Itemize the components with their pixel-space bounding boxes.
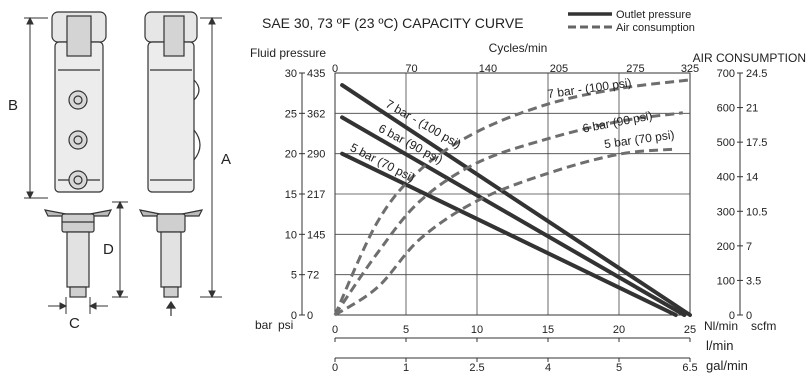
right-axis-tick-label-nlmin: 300 [717, 206, 735, 218]
top-axis-tick-label: 205 [550, 63, 568, 75]
air-consumption-curve [334, 147, 676, 317]
bottom-axis-lmin-tick-label: 10 [471, 324, 483, 336]
right-axis-tick-label-nlmin: 600 [717, 103, 735, 115]
left-axis-tick-label-bar: 30 [285, 68, 297, 80]
right-axis-tick-label-scfm: 10.5 [746, 206, 767, 218]
curve-labels: 7 bar - (100 psi)6 bar (90 psi)5 bar (70… [348, 75, 675, 184]
left-axis-tick-label-psi: 362 [307, 108, 325, 120]
left-axis-tick-label-bar: 0 [291, 310, 297, 322]
top-axis-tick-label: 140 [479, 63, 497, 75]
pump-front-view-drawing [43, 11, 113, 298]
bottom-axis-title-galmin: gal/min [706, 358, 748, 373]
dimension-label-b: B [8, 97, 18, 114]
outlet-pressure-line [340, 83, 692, 317]
bottom-axis-lmin-tick-label: 20 [613, 324, 625, 336]
bottom-axis-lmin-tick-label: 0 [332, 324, 338, 336]
right-axis-unit-nlmin: Nl/min [704, 319, 738, 333]
dimension-label-a: A [221, 151, 231, 168]
top-axis-title: Cycles/min [489, 41, 548, 55]
chart-legend: Outlet pressure Air consumption [568, 9, 695, 34]
dimension-label-d: D [103, 241, 114, 258]
left-axis-tick-label-bar: 15 [285, 189, 297, 201]
air-consumption-curve [333, 78, 691, 316]
curve-label: 7 bar - (100 psi) [546, 75, 632, 101]
left-axis-tick-label-bar: 5 [291, 270, 297, 282]
bottom-axis-galmin-tick-label: 4 [545, 362, 551, 373]
right-axis-tick-label-scfm: 3.5 [746, 275, 761, 287]
right-axis-title: AIR CONSUMPTION [693, 51, 806, 65]
bottom-axis-galmin-tick-label: 0 [332, 362, 338, 373]
right-axis-unit-scfm: scfm [751, 319, 776, 333]
outlet-pressure-line [340, 151, 678, 317]
curve-label: 5 bar (70 psi) [603, 128, 675, 152]
right-axis-tick-label-nlmin: 0 [729, 310, 735, 322]
right-axis-tick-label-nlmin: 700 [717, 68, 735, 80]
bottom-axis-galmin-tick-label: 6.5 [682, 362, 697, 373]
left-axis-tick-label-psi: 0 [307, 310, 313, 322]
right-axis-tick-label-nlmin: 500 [717, 137, 735, 149]
bottom-axis-galmin-tick-label: 5 [616, 362, 622, 373]
bottom-axis-galmin-tick-label: 1 [403, 362, 409, 373]
left-axis-unit-psi: psi [278, 318, 293, 332]
right-axis-tick-label-scfm: 7 [746, 241, 752, 253]
top-axis-tick-label: 70 [405, 63, 417, 75]
right-axis-tick-label-nlmin: 100 [717, 275, 735, 287]
right-axis-tick-label-nlmin: 400 [717, 172, 735, 184]
legend-label-outlet-pressure: Outlet pressure [616, 9, 691, 21]
pump-side-view-drawing [138, 11, 204, 316]
top-axis-tick-label: 325 [681, 63, 699, 75]
dimension-label-c: C [69, 315, 80, 332]
outlet-pressure-line [340, 115, 687, 317]
bottom-axis-lmin-tick-label: 25 [684, 324, 696, 336]
air-consumption-curve [333, 111, 684, 316]
right-axis-tick-label-scfm: 0 [746, 310, 752, 322]
legend-label-air-consumption: Air consumption [616, 22, 695, 34]
right-axis-tick-label-scfm: 21 [746, 103, 758, 115]
chart-series [333, 78, 692, 317]
top-axis-tick-label: 0 [332, 63, 338, 75]
left-axis-tick-label-psi: 145 [307, 229, 325, 241]
bottom-axis-lmin-tick-label: 15 [542, 324, 554, 336]
left-axis-tick-label-psi: 435 [307, 68, 325, 80]
left-axis-tick-label-psi: 217 [307, 189, 325, 201]
left-axis-tick-label-psi: 72 [307, 270, 319, 282]
bottom-axis-lmin-tick-label: 5 [403, 324, 409, 336]
left-axis-tick-label-bar: 10 [285, 229, 297, 241]
chart-title: SAE 30, 73 ºF (23 ºC) CAPACITY CURVE [262, 15, 524, 31]
right-axis-tick-label-scfm: 17.5 [746, 137, 767, 149]
top-axis-tick-label: 275 [626, 63, 644, 75]
right-axis-tick-label-scfm: 14 [746, 172, 758, 184]
bottom-axis-title-lmin: l/min [706, 338, 733, 353]
left-axis-tick-label-bar: 25 [285, 108, 297, 120]
left-axis-tick-label-bar: 20 [285, 149, 297, 161]
dimension-lines [24, 16, 222, 314]
right-axis-tick-label-scfm: 24.5 [746, 68, 767, 80]
left-axis-tick-label-psi: 290 [307, 149, 325, 161]
bottom-axis-galmin-tick-label: 2.5 [469, 362, 484, 373]
right-axis-tick-label-nlmin: 200 [717, 241, 735, 253]
left-axis-unit-bar: bar [255, 318, 272, 332]
left-axis-title: Fluid pressure [250, 46, 326, 60]
